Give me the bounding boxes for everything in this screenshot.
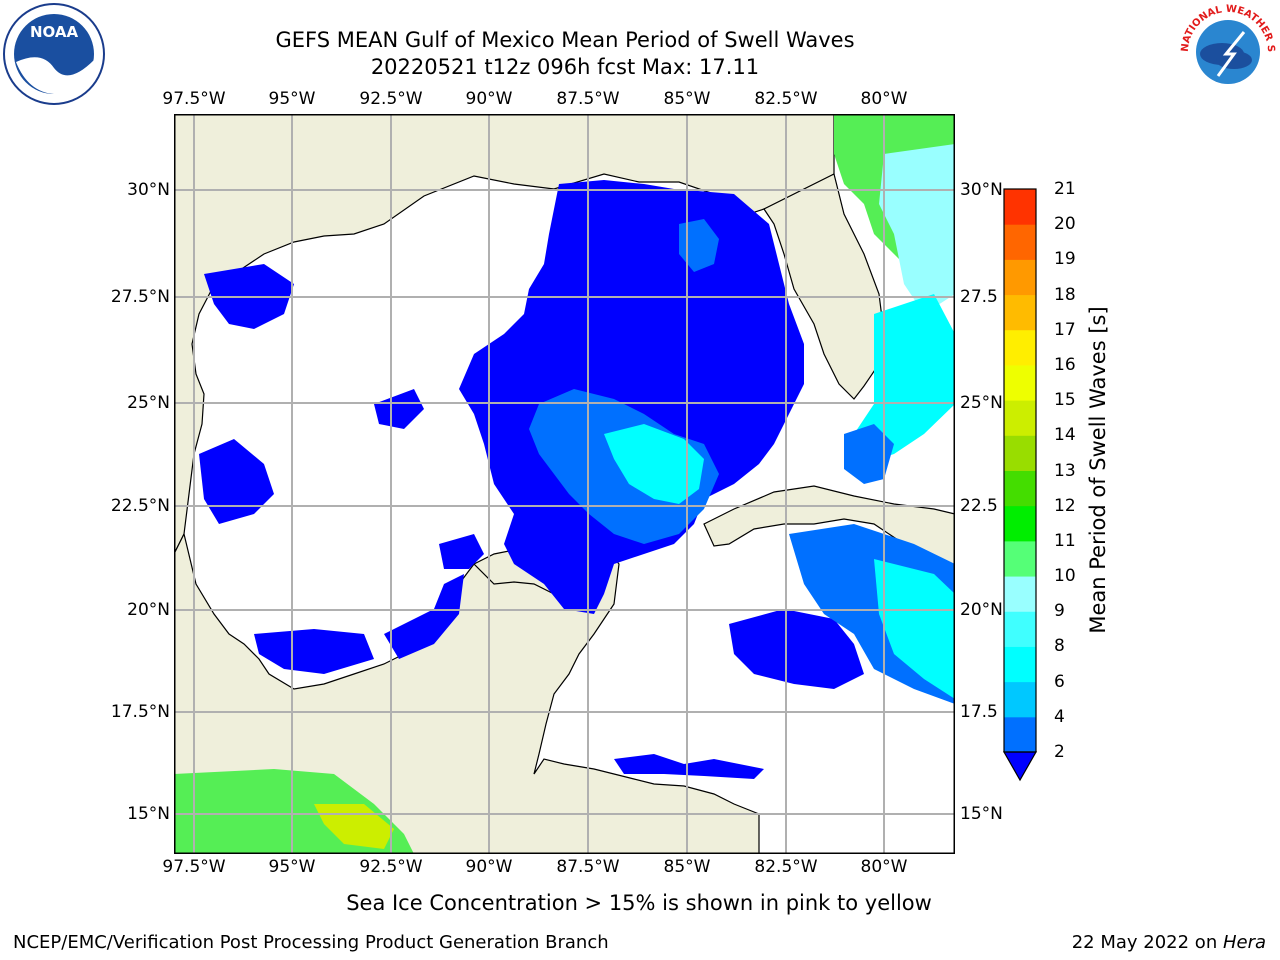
lat-tick-left: 15°N [127,804,170,824]
lon-tick-top: 95°W [268,89,316,109]
colorbar-tick-label: 8 [1054,636,1065,657]
noaa-logo: NOAA [3,3,105,105]
colorbar-label: Mean Period of Swell Waves [s] [1086,306,1110,634]
colorbar-tick-label: 19 [1054,249,1076,270]
lat-tick-right: 17.5 [960,702,998,722]
footer-date: 22 May 2022 on Hera [1072,932,1266,953]
graticule [174,114,955,854]
sea-ice-note: Sea Ice Concentration > 15% is shown in … [346,891,932,915]
colorbar-tick-label: 18 [1054,284,1076,305]
lon-tick-top: 87.5°W [556,89,620,109]
lon-tick-top: 92.5°W [359,89,423,109]
lat-tick-left: 25°N [127,393,170,413]
lat-tick-right: 30°N [960,180,1003,200]
colorbar-extend-arrow [1002,751,1038,782]
noaa-logo-text: NOAA [30,23,79,41]
lat-tick-left: 20°N [127,600,170,620]
colorbar-segment [1004,646,1036,683]
footer-credit: NCEP/EMC/Verification Post Processing Pr… [13,932,609,953]
colorbar-segment [1004,505,1036,542]
lon-tick-bottom: 97.5°W [162,857,226,877]
lat-tick-right: 22.5 [960,496,998,516]
colorbar-tick-label: 6 [1054,671,1065,692]
colorbar-segment [1004,611,1036,647]
lon-tick-bottom: 90°W [465,857,513,877]
colorbar-segment [1004,576,1036,612]
lat-tick-right: 25°N [960,393,1003,413]
colorbar-segment [1004,329,1036,366]
colorbar-tick-label: 13 [1054,460,1076,481]
lat-tick-left: 22.5°N [110,496,170,516]
colorbar-tick-label: 17 [1054,319,1076,340]
colorbar-tick-label: 9 [1054,601,1065,622]
lon-tick-top: 80°W [860,89,908,109]
colorbar-segment [1004,364,1036,401]
footer-host: Hera [1222,932,1266,953]
colorbar-tick-label: 15 [1054,390,1076,411]
colorbar-segment [1004,540,1036,577]
lon-tick-bottom: 95°W [268,857,316,877]
nws-logo: NATIONAL WEATHER SERVICE [1178,2,1276,99]
land-florida [763,173,885,400]
map-subtitle: 20220521 t12z 096h fcst Max: 17.11 [370,55,760,79]
colorbar-segment [1004,224,1036,260]
colorbar-segment [1004,189,1036,225]
colorbar-tick-label: 4 [1054,706,1065,727]
lon-tick-top: 97.5°W [162,89,226,109]
colorbar-tick-label: 16 [1054,354,1076,375]
lon-tick-bottom: 92.5°W [359,857,423,877]
colorbar-tick-label: 21 [1054,179,1076,199]
lat-tick-left: 30°N [127,180,170,200]
colorbar-tick-label: 12 [1054,495,1076,516]
lon-tick-top: 82.5°W [754,89,818,109]
colorbar [1002,188,1038,782]
colorbar-tick-label: 10 [1054,566,1076,587]
land-us [174,114,835,555]
colorbar-segment [1004,294,1036,331]
colorbar-segment [1004,716,1036,753]
lon-tick-bottom: 87.5°W [556,857,620,877]
colorbar-segment [1004,681,1036,718]
lon-tick-bottom: 80°W [860,857,908,877]
lat-tick-right: 20°N [960,600,1003,620]
lon-tick-bottom: 85°W [663,857,711,877]
lat-tick-right: 27.5 [960,287,998,307]
colorbar-segment [1004,400,1036,436]
lat-tick-left: 27.5°N [110,287,170,307]
colorbar-tick-label: 2 [1054,742,1065,762]
colorbar-tick-label: 11 [1054,530,1076,551]
colorbar-segment [1004,259,1036,296]
colorbar-tick-label: 20 [1054,214,1076,235]
lat-tick-left: 17.5°N [110,702,170,722]
footer-date-text: 22 May 2022 on [1071,932,1223,953]
map-panel [174,114,955,854]
lon-tick-top: 85°W [663,89,711,109]
map-title: GEFS MEAN Gulf of Mexico Mean Period of … [275,28,855,52]
colorbar-segment [1004,470,1036,507]
lon-tick-bottom: 82.5°W [754,857,818,877]
lon-tick-top: 90°W [465,89,513,109]
colorbar-tick-label: 14 [1054,425,1076,446]
colorbar-segment [1004,435,1036,471]
lat-tick-right: 15°N [960,804,1003,824]
